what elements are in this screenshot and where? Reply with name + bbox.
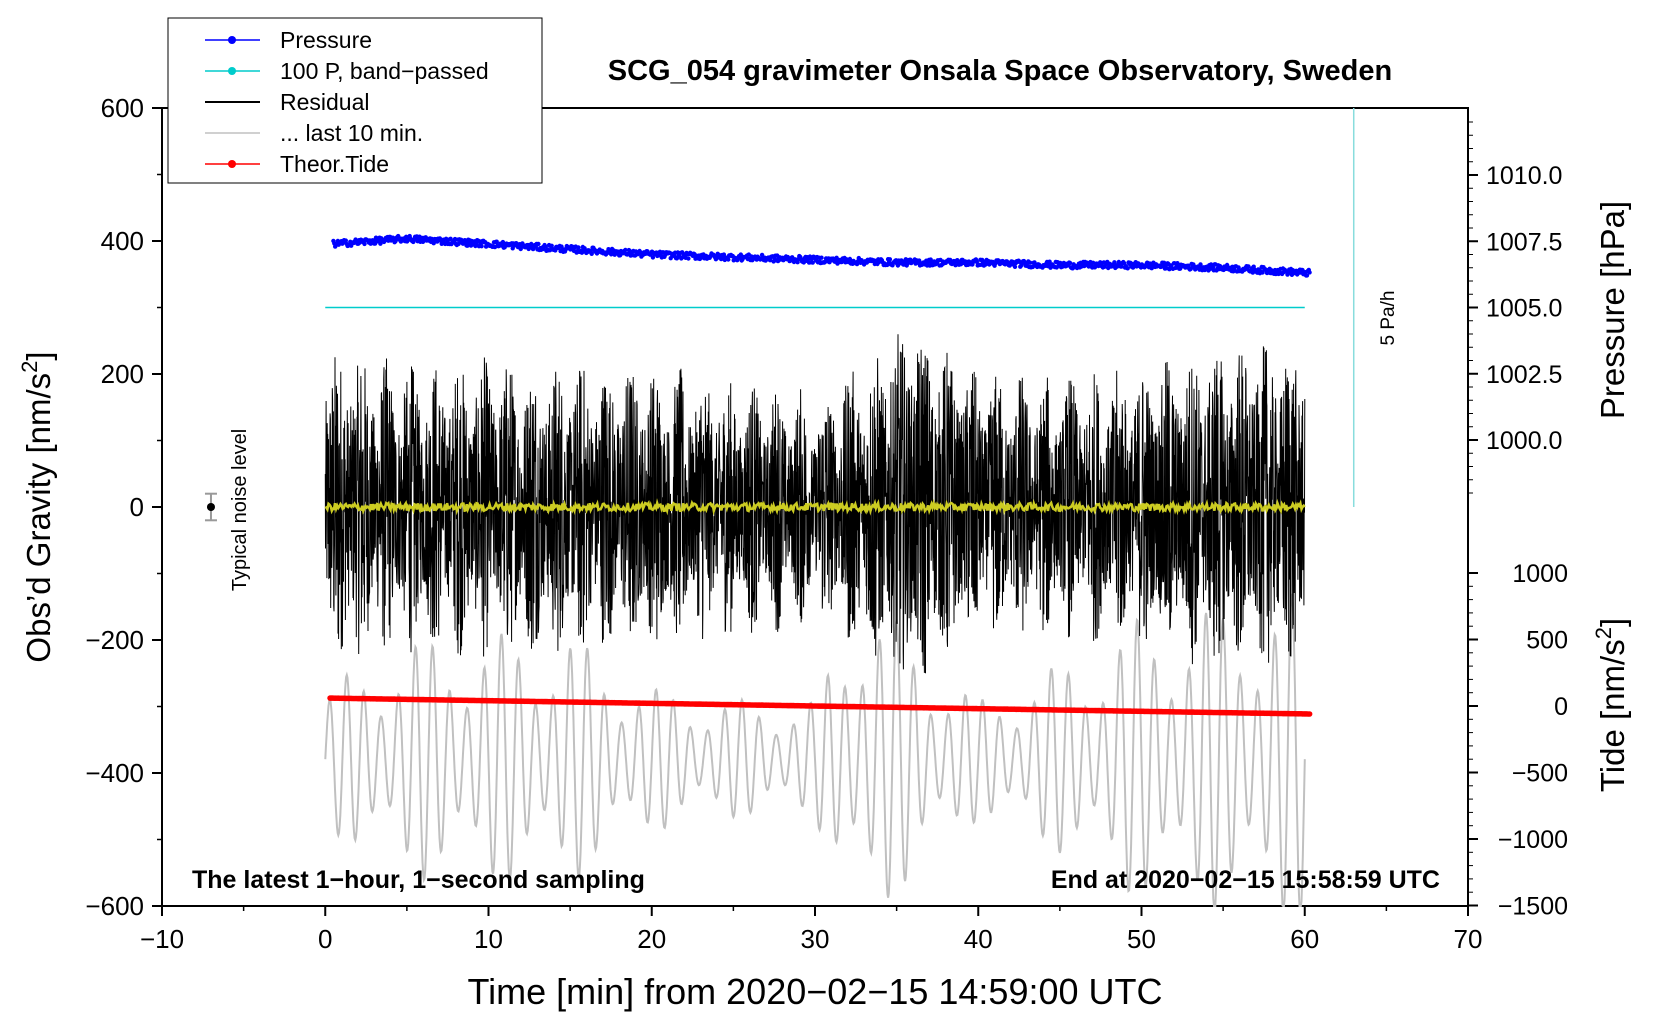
- legend-box: [167, 17, 543, 184]
- pressure-point: [1047, 259, 1052, 264]
- pressure-point: [362, 241, 367, 247]
- pressure-point: [448, 236, 453, 241]
- series-layer: [204, 108, 1355, 907]
- series-residual: [324, 334, 1306, 674]
- pressure-point: [1304, 273, 1310, 278]
- tide-point: [1306, 711, 1313, 717]
- noise-point: [206, 503, 215, 511]
- pressure-point: [810, 260, 815, 265]
- y-axis-label-pressure: Pressure [hPa]: [1594, 201, 1631, 419]
- x-tick-label: 60: [1290, 924, 1319, 954]
- pressure-point: [1067, 260, 1073, 266]
- pressure-point: [589, 251, 594, 256]
- pressure-point: [393, 239, 398, 244]
- x-axis-label: Time [min] from 2020−02−15 14:59:00 UTC: [467, 971, 1162, 1012]
- series-residual-filtered: [324, 498, 1306, 516]
- legend-label: 100 P, band−passed: [280, 58, 489, 84]
- legend: Pressure 100 P, band−passed Residual ... la…: [167, 17, 543, 184]
- pressure-point: [686, 256, 691, 261]
- tide-tick-label: −1500: [1498, 893, 1568, 921]
- tide-tick-label: 0: [1554, 693, 1568, 721]
- pressure-point: [1260, 270, 1265, 275]
- tide-tick-label: 1000: [1512, 560, 1568, 588]
- pressure-point: [431, 241, 436, 246]
- pressure-point: [579, 250, 585, 255]
- pressure-point: [536, 241, 541, 247]
- series-last-10-min: [324, 593, 1306, 907]
- pressure-point: [582, 246, 587, 251]
- noise-level-label: Typical noise level: [229, 429, 251, 591]
- y-axis-label-left: Obs’d Gravity [nm/s2]: [17, 351, 57, 662]
- pressure-point: [726, 257, 731, 262]
- x-tick-label: 70: [1454, 924, 1483, 954]
- pressure-point: [1246, 264, 1251, 269]
- x-tick-label: 20: [637, 924, 666, 954]
- legend-items: Pressure 100 P, band−passed Residual ... la…: [205, 27, 489, 177]
- x-tick-label: 50: [1127, 924, 1156, 954]
- pressure-point: [576, 245, 581, 250]
- pressure-point: [1198, 262, 1203, 267]
- legend-label: Residual: [280, 89, 370, 115]
- pressure-point: [650, 255, 656, 260]
- pressure-point: [1027, 260, 1033, 265]
- x-tick-label: 30: [801, 924, 830, 954]
- pressure-tick-label: 1005.0: [1486, 295, 1562, 323]
- axis-layer: −10 0 10 20 30 40 50 60 70 −600 −400 −200 0 200 400 600…: [85, 93, 1568, 954]
- legend-label: ... last 10 min.: [280, 120, 423, 146]
- tide-tick-label: −500: [1512, 760, 1568, 788]
- pressure-tick-label: 1000.0: [1486, 427, 1562, 455]
- annotation-end-time: End at 2020−02−15 15:58:59 UTC: [1051, 866, 1440, 894]
- pressure-point: [767, 258, 773, 263]
- series-pressure: [331, 233, 1312, 278]
- pressure-point: [1236, 265, 1241, 270]
- pressure-point: [1119, 264, 1124, 269]
- legend-label: Theor.Tide: [280, 151, 389, 177]
- pressure-point: [623, 247, 628, 253]
- tide-tick-label: −1000: [1498, 826, 1568, 854]
- legend-label: Pressure: [280, 27, 372, 53]
- pressure-point: [819, 255, 824, 260]
- legend-marker: [228, 67, 236, 75]
- series-theor-tide: [327, 695, 1313, 717]
- y-axis-label-tide: Tide [nm/s2]: [1591, 618, 1631, 792]
- y-tick-label: 400: [101, 226, 144, 256]
- x-tick-label: 10: [474, 924, 503, 954]
- pressure-point: [559, 244, 564, 249]
- x-tick-label: −10: [140, 924, 184, 954]
- pressure-point: [1125, 266, 1130, 271]
- pressure-point: [343, 238, 348, 243]
- y-tick-label: −600: [85, 891, 144, 921]
- y-tick-label: 200: [101, 359, 144, 389]
- chart-title: SCG_054 gravimeter Onsala Space Observat…: [608, 55, 1392, 87]
- pressure-point: [479, 244, 484, 249]
- pressure-tick-label: 1007.5: [1486, 228, 1562, 256]
- y-tick-label: 600: [101, 93, 144, 123]
- pressure-tick-label: 1010.0: [1486, 162, 1562, 190]
- x-tick-label: 40: [964, 924, 993, 954]
- pressure-point: [1224, 262, 1230, 268]
- tide-tick-label: 500: [1526, 627, 1568, 655]
- x-tick-label: 0: [318, 924, 332, 954]
- pressure-point: [1012, 264, 1018, 269]
- legend-marker: [228, 160, 236, 168]
- legend-marker: [228, 36, 236, 44]
- pressure-rate-label: 5 Pa/h: [1378, 291, 1399, 346]
- y-tick-label: −200: [85, 625, 144, 655]
- y-tick-label: −400: [85, 758, 144, 788]
- annotation-sampling: The latest 1−hour, 1−second sampling: [192, 866, 645, 894]
- pressure-point: [887, 257, 893, 262]
- y-tick-label: 0: [130, 492, 144, 522]
- pressure-point: [494, 239, 499, 244]
- pressure-tick-label: 1002.5: [1486, 361, 1562, 389]
- pressure-point: [1307, 270, 1312, 275]
